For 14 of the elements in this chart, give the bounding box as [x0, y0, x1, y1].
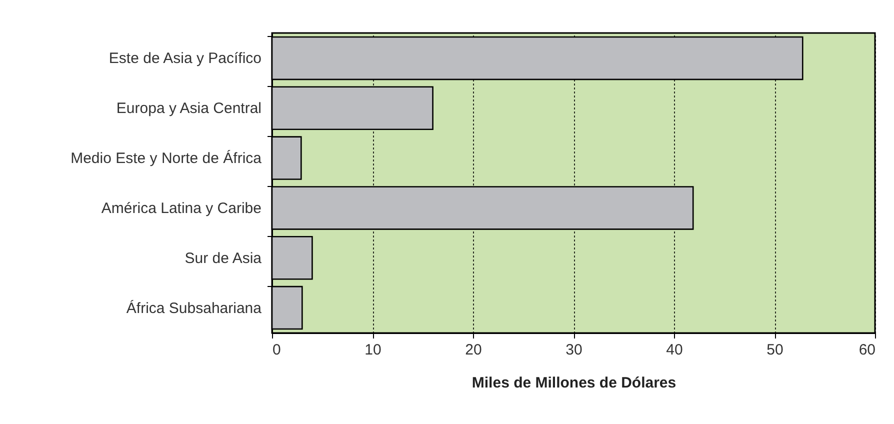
x-tick-label: 10 — [364, 342, 382, 358]
x-tick-label: 20 — [465, 342, 482, 358]
x-tick-label: 40 — [666, 342, 683, 358]
y-tick-label: Este de Asia y Pacífico — [108, 50, 262, 68]
y-tick-label: Sur de Asia — [184, 250, 262, 267]
x-axis-title: Miles de Millones de Dólares — [472, 374, 676, 392]
y-tick-label: África Subsahariana — [126, 298, 262, 317]
y-tick-label: Europa y Asia Central — [116, 100, 262, 118]
x-tick-label: 0 — [272, 342, 281, 358]
x-tick-label: 60 — [858, 342, 876, 358]
y-tick-label: América Latina y Caribe — [101, 200, 262, 217]
x-tick-label: 30 — [566, 342, 582, 358]
y-tick-label: Medio Este y Norte de África — [70, 149, 262, 168]
x-tick-label: 50 — [766, 342, 784, 358]
